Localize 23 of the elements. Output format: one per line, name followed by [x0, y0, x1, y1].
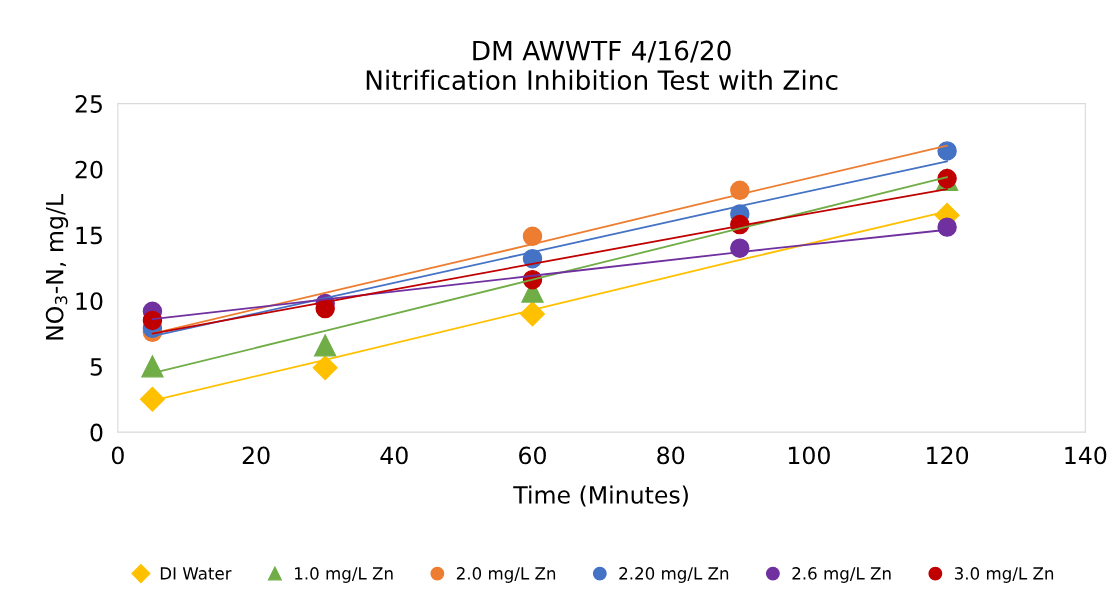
- x-tick-label: 80: [657, 446, 685, 465]
- legend-label: 1.0 mg/L Zn: [295, 567, 393, 583]
- x-tick-label: 100: [788, 446, 830, 465]
- x-tick-label: 0: [111, 446, 124, 465]
- y-tick-label: 10: [76, 292, 103, 311]
- legend-label: 2.6 mg/L Zn: [792, 567, 891, 583]
- y-tick-label: 15: [76, 226, 102, 245]
- y-tick-label: 20: [75, 160, 103, 179]
- x-tick-label: 140: [1065, 446, 1107, 465]
- y-tick-label: 25: [75, 95, 102, 113]
- x-tick-label: 120: [927, 446, 969, 465]
- chart-title: DM AWWTF 4/16/20 Nitrification Inhibition Test with Zinc: [366, 40, 838, 91]
- legend-label: 2.0 mg/L Zn: [456, 567, 556, 583]
- x-tick-label: 60: [519, 446, 546, 465]
- x-tick-label: 40: [380, 446, 408, 465]
- x-axis-title: Time (Minutes): [513, 485, 688, 507]
- x-tick-label: 20: [242, 446, 270, 465]
- legend-label: 2.20 mg/L Zn: [619, 567, 729, 583]
- y-axis-title: NO$_{3}$-N, mg/L: [45, 194, 69, 340]
- y-tick-label: 5: [90, 358, 102, 376]
- legend-label: 3.0 mg/L Zn: [954, 567, 1054, 583]
- y-tick-label: 0: [90, 423, 103, 442]
- legend-label: DI Water: [160, 567, 232, 580]
